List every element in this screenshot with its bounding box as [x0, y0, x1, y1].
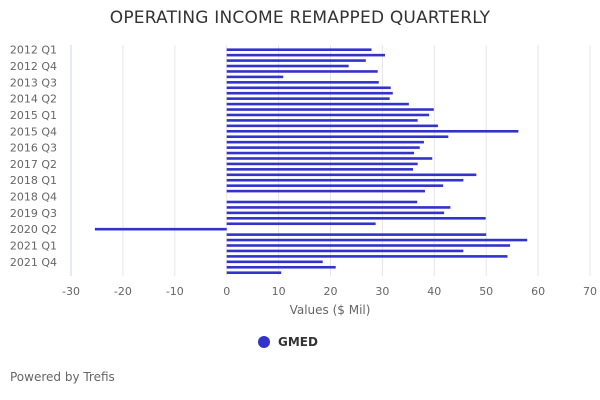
bar-2014-q3[interactable] [226, 102, 409, 106]
powered-by-footer: Powered by Trefis [10, 370, 115, 384]
x-tick-label: 20 [324, 285, 338, 298]
bar-2020-q4[interactable] [226, 238, 528, 242]
bar-2017-q4[interactable] [226, 173, 477, 177]
bar-2020-q3[interactable] [226, 233, 487, 236]
x-tick-label: 10 [272, 285, 286, 298]
bar-2015-q1[interactable] [226, 113, 430, 117]
bar-2018-q3[interactable] [226, 189, 425, 193]
y-axis-label: 2017 Q2 [10, 158, 57, 171]
grid-lines [70, 45, 591, 276]
bar-2018-q1[interactable] [226, 178, 464, 182]
bar-2017-q2[interactable] [226, 162, 418, 166]
x-tick-label: 50 [479, 285, 493, 298]
legend-swatch-gmed[interactable] [258, 336, 271, 348]
y-axis-label: 2013 Q3 [10, 76, 57, 89]
bar-2014-q4[interactable] [226, 108, 434, 111]
bar-2020-q1[interactable] [226, 222, 376, 226]
bar-2017-q1[interactable] [226, 157, 433, 160]
bar-2014-q1[interactable] [226, 91, 393, 95]
bar-2012-q3[interactable] [226, 59, 366, 62]
x-tick-label: 60 [531, 285, 545, 298]
bar-2016-q4[interactable] [226, 151, 415, 155]
bar-2016-q2[interactable] [226, 140, 424, 144]
x-axis-title: Values ($ Mil) [290, 303, 371, 317]
bar-2015-q2[interactable] [226, 119, 418, 122]
y-axis-label: 2018 Q4 [10, 191, 57, 204]
y-axis-label: 2014 Q2 [10, 93, 57, 106]
bar-2022-q1[interactable] [226, 265, 336, 269]
bar-2017-q3[interactable] [226, 168, 414, 171]
y-axis-labels: 2012 Q1 2012 Q4 2013 Q3 2014 Q2 2015 Q1 2015 … [10, 44, 57, 269]
bar-2013-q4[interactable] [226, 86, 391, 90]
bar-2019-q3[interactable] [226, 211, 445, 215]
bar-2018-q2[interactable] [226, 184, 444, 187]
x-tick-label: 70 [583, 285, 597, 298]
bar-2016-q1[interactable] [226, 135, 449, 139]
bar-2021-q4[interactable] [226, 260, 323, 264]
bar-2015-q4[interactable] [226, 129, 519, 133]
chart-title: OPERATING INCOME REMAPPED QUARTERLY [109, 8, 491, 28]
bar-2016-q3[interactable] [226, 146, 420, 149]
y-axis-label: 2015 Q4 [10, 125, 57, 138]
y-axis-label: 2021 Q4 [10, 256, 57, 269]
bar-2019-q2[interactable] [226, 206, 451, 209]
legend-label-gmed[interactable]: GMED [278, 335, 318, 349]
bar-2021-q1[interactable] [226, 244, 511, 247]
y-axis-label: 2021 Q1 [10, 240, 57, 253]
bar-2013-q1[interactable] [226, 70, 378, 73]
x-tick-label: 30 [375, 285, 389, 298]
y-axis-label: 2012 Q1 [10, 44, 57, 57]
bar-2015-q3[interactable] [226, 124, 438, 128]
y-axis-label: 2018 Q1 [10, 174, 57, 187]
x-tick-label: 0 [223, 285, 230, 298]
bar-2020-q2[interactable] [94, 227, 227, 231]
bar-2013-q2[interactable] [226, 75, 284, 79]
y-axis-label: 2020 Q2 [10, 223, 57, 236]
bar-2012-q4[interactable] [226, 64, 349, 68]
x-tick-label: -30 [62, 285, 80, 298]
bar-2014-q2[interactable] [226, 97, 390, 100]
x-tick-label: -10 [166, 285, 184, 298]
bar-2021-q3[interactable] [226, 255, 508, 258]
y-axis-label: 2019 Q3 [10, 207, 57, 220]
bar-2012-q1[interactable] [226, 48, 372, 51]
x-tick-label: 40 [427, 285, 441, 298]
bar-2022-q2[interactable] [226, 271, 282, 274]
x-axis-ticks: -30 -20 -10 0 10 20 30 40 50 60 70 [62, 285, 597, 298]
bar-2012-q2[interactable] [226, 53, 385, 57]
y-axis-label: 2016 Q3 [10, 142, 57, 155]
y-axis-label: 2015 Q1 [10, 109, 57, 122]
y-axis-label: 2012 Q4 [10, 60, 57, 73]
bar-2013-q3[interactable] [226, 81, 379, 84]
bar-2019-q1[interactable] [226, 200, 418, 204]
bars [94, 48, 528, 274]
legend: GMED [0, 335, 600, 349]
bar-2019-q4[interactable] [226, 217, 486, 220]
bar-2021-q2[interactable] [226, 249, 464, 253]
x-tick-label: -20 [114, 285, 132, 298]
